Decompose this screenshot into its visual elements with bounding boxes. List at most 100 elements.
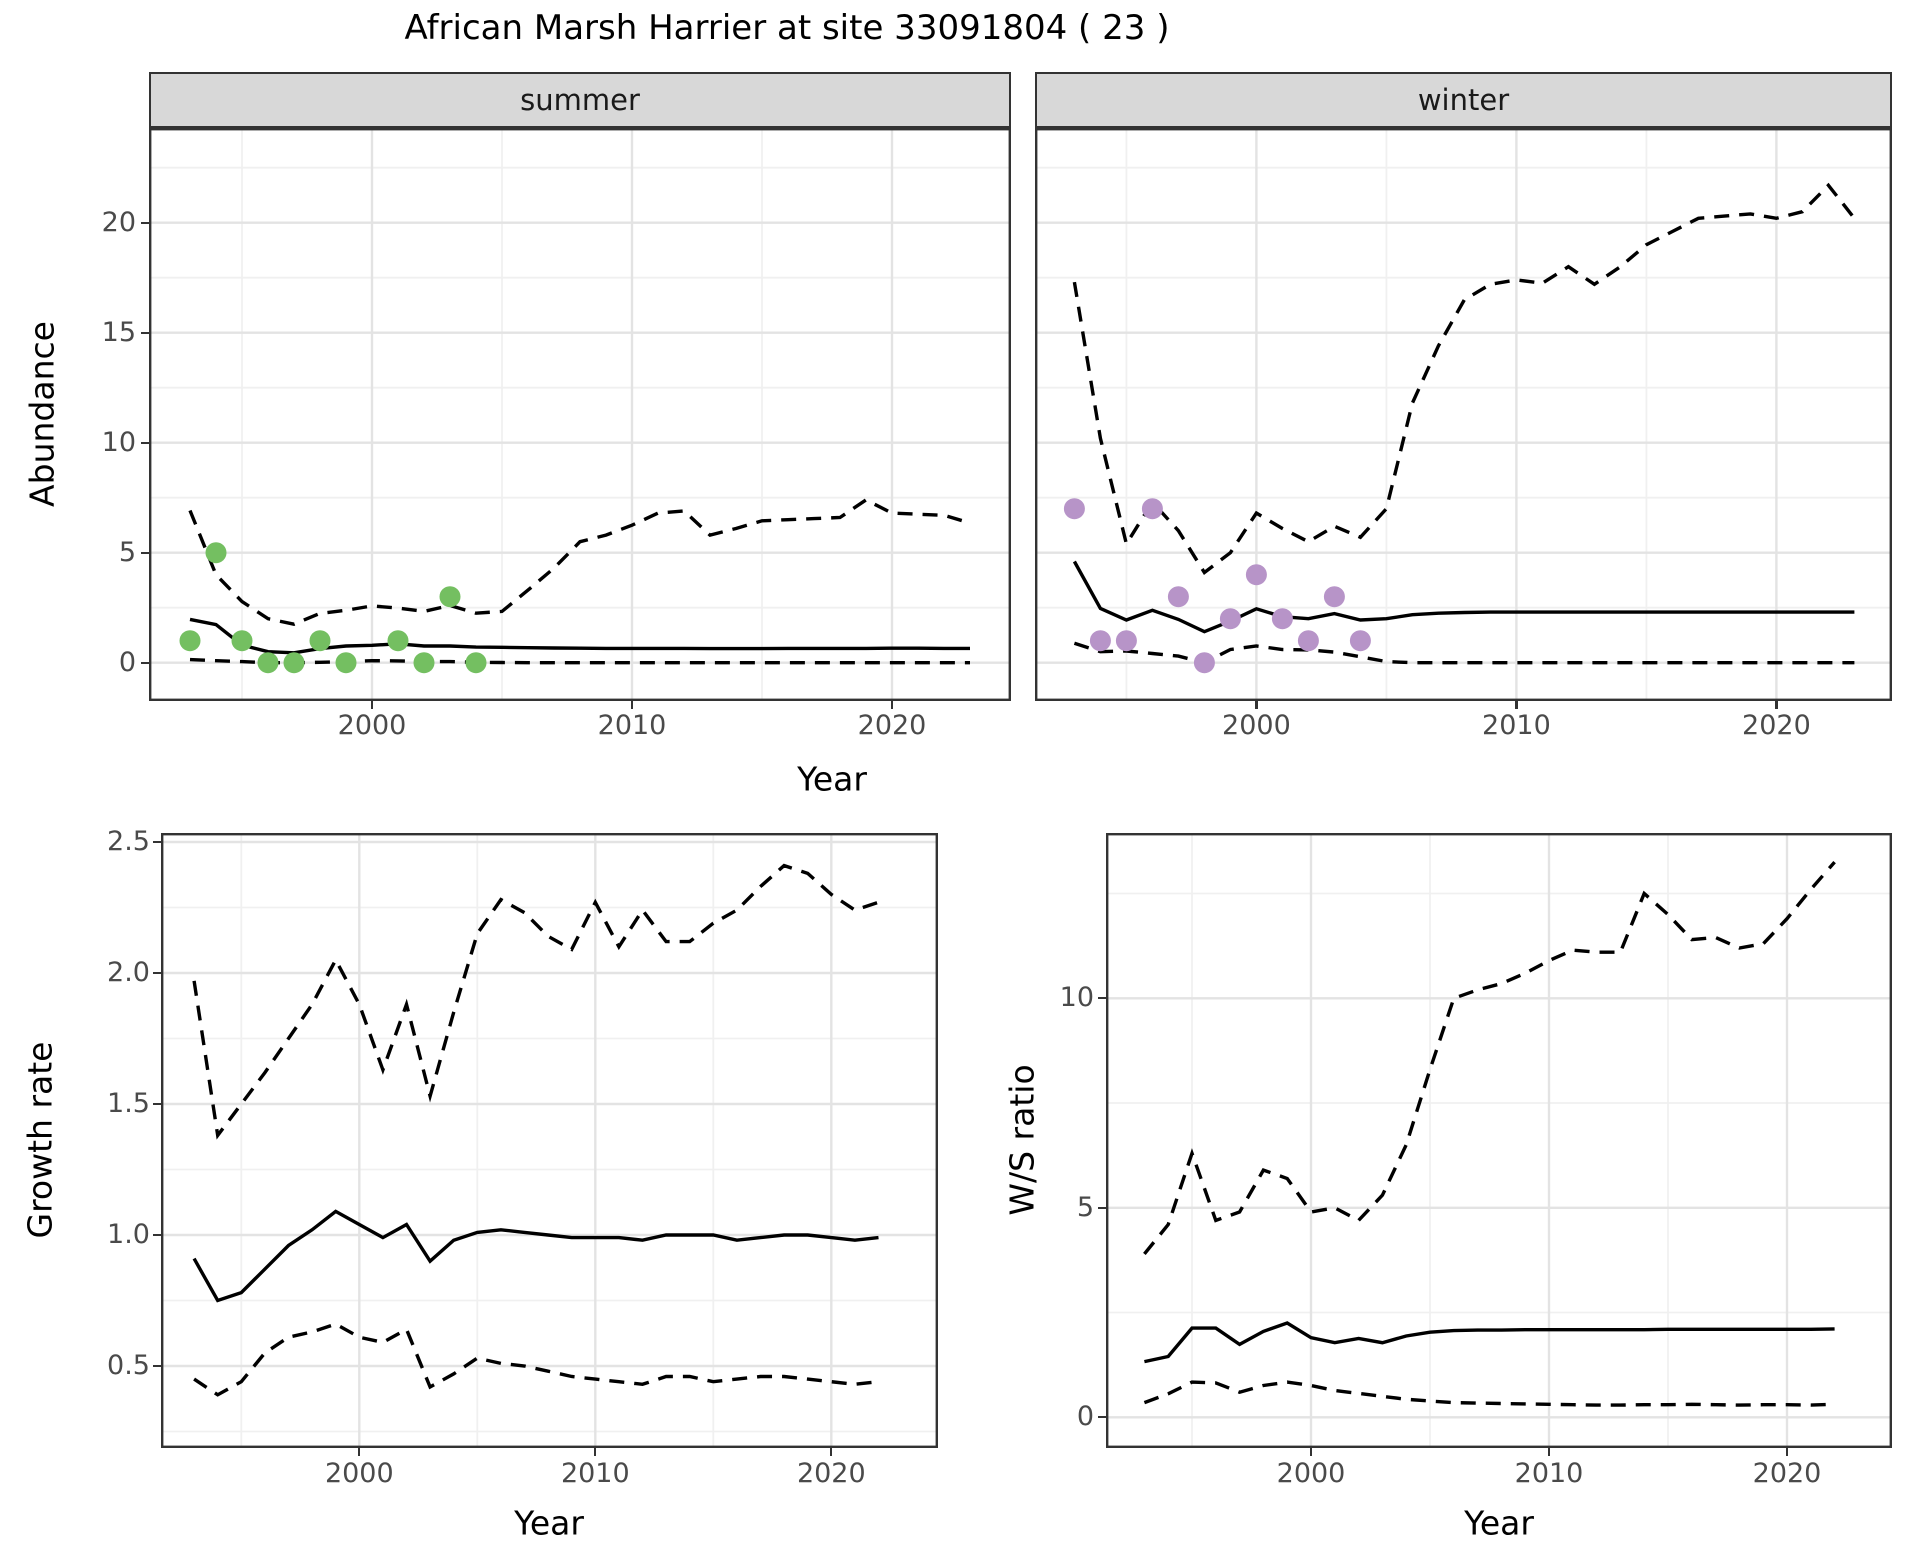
- data-point: [387, 630, 409, 652]
- panel-background: [1106, 833, 1892, 1448]
- y-tick-label: 20: [101, 206, 136, 238]
- data-point: [205, 542, 227, 564]
- facet-strip-summer-label: summer: [520, 83, 640, 117]
- x-tick-mark: [1775, 701, 1778, 709]
- series-ci: [192, 863, 880, 1140]
- data-point: [231, 630, 253, 652]
- y-tick-label: 1.0: [107, 1219, 150, 1250]
- y-tick-mark: [141, 331, 149, 334]
- x-tick-label: 2020: [1742, 710, 1811, 741]
- data-point: [1167, 586, 1189, 608]
- data-point: [257, 652, 279, 674]
- data-point: [439, 586, 461, 608]
- x-tick-label: 2020: [857, 710, 927, 741]
- x-tick-mark: [830, 1448, 833, 1456]
- y-axis-title-growth-rate: Growth rate: [20, 1041, 60, 1239]
- series-ci: [193, 1322, 879, 1397]
- y-tick-mark: [153, 971, 161, 975]
- series-median: [1072, 560, 1855, 634]
- series-median: [1144, 1321, 1835, 1364]
- data-point: [1323, 586, 1345, 608]
- data-point: [413, 652, 435, 674]
- y-tick-mark: [1098, 1416, 1106, 1419]
- y-axis-title-abundance: Abundance: [22, 321, 62, 507]
- y-tick-label: 15: [101, 316, 136, 348]
- x-tick-label: 2010: [597, 710, 667, 741]
- y-tick-label: 2.5: [107, 826, 150, 857]
- y-tick-mark: [141, 441, 149, 444]
- y-tick-mark: [153, 840, 161, 844]
- panel-border: [1035, 128, 1892, 701]
- facet-strip-summer: summer: [149, 72, 1011, 128]
- data-point: [283, 652, 305, 674]
- y-tick-label: 2.0: [107, 957, 150, 988]
- y-tick-mark: [141, 221, 149, 224]
- y-tick-mark: [153, 1364, 161, 1368]
- y-tick-mark: [141, 661, 149, 664]
- page-title: African Marsh Harrier at site 33091804 (…: [404, 8, 1170, 48]
- series-ci: [189, 657, 970, 665]
- x-tick-mark: [1547, 1448, 1551, 1456]
- data-point: [1219, 608, 1241, 630]
- data-point: [1115, 630, 1137, 652]
- data-point: [1271, 608, 1293, 630]
- panel-border: [161, 833, 938, 1448]
- x-tick-mark: [630, 701, 634, 709]
- y-tick-label: 10: [101, 426, 136, 458]
- series-ci: [188, 497, 971, 626]
- growth-plot-svg: [161, 833, 938, 1448]
- x-tick-mark: [370, 701, 374, 709]
- x-tick-label: 2020: [1752, 1458, 1822, 1489]
- series-ci: [1072, 182, 1856, 575]
- x-axis-title-year-bottom-left: Year: [514, 1503, 584, 1543]
- x-tick-label: 2010: [560, 1458, 630, 1489]
- x-tick-mark: [1255, 701, 1258, 709]
- summer-plot-svg: [149, 128, 1011, 701]
- series-median: [192, 1209, 879, 1303]
- facet-strip-winter: winter: [1035, 72, 1892, 128]
- x-axis-title-year-top: Year: [797, 759, 867, 799]
- data-point: [1089, 630, 1111, 652]
- y-tick-mark: [153, 1102, 161, 1106]
- x-tick-label: 2010: [1482, 710, 1551, 741]
- x-tick-mark: [1785, 1448, 1789, 1456]
- data-point: [1063, 498, 1085, 520]
- y-tick-label: 1.5: [107, 1088, 150, 1119]
- data-point: [1141, 498, 1163, 520]
- y-tick-label: 0.5: [107, 1350, 150, 1381]
- data-point: [335, 652, 357, 674]
- y-tick-mark: [141, 551, 149, 554]
- panel-border: [1106, 833, 1892, 1448]
- x-axis-title-year-bottom-right: Year: [1464, 1503, 1534, 1543]
- y-tick-label: 5: [1076, 1191, 1094, 1223]
- facet-strip-winter-label: winter: [1417, 83, 1510, 117]
- y-tick-label: 10: [1059, 982, 1094, 1014]
- x-tick-label: 2000: [1276, 1458, 1346, 1489]
- y-tick-label: 0: [1076, 1401, 1094, 1433]
- data-point: [309, 630, 331, 652]
- data-point: [465, 652, 487, 674]
- panel-border: [149, 128, 1011, 701]
- x-tick-label: 2000: [337, 710, 407, 741]
- x-tick-mark: [594, 1448, 597, 1456]
- winter-plot-svg: [1035, 128, 1892, 701]
- x-tick-mark: [890, 701, 894, 709]
- x-tick-mark: [1515, 701, 1518, 709]
- x-tick-label: 2010: [1514, 1458, 1584, 1489]
- y-tick-mark: [1098, 1206, 1106, 1209]
- data-point: [1297, 630, 1319, 652]
- data-point: [1349, 630, 1371, 652]
- y-tick-mark: [153, 1233, 161, 1237]
- data-point: [1193, 652, 1215, 674]
- ws-plot-svg: [1106, 833, 1892, 1448]
- x-tick-label: 2000: [324, 1458, 394, 1489]
- panel-background: [149, 128, 1011, 701]
- panel-background: [161, 833, 938, 1448]
- data-point: [1245, 564, 1267, 586]
- series-ci: [1143, 1380, 1835, 1407]
- x-tick-mark: [1309, 1448, 1313, 1456]
- x-tick-label: 2000: [1222, 710, 1291, 741]
- y-tick-label: 0: [118, 646, 136, 678]
- y-tick-label: 5: [118, 536, 136, 568]
- data-point: [179, 630, 201, 652]
